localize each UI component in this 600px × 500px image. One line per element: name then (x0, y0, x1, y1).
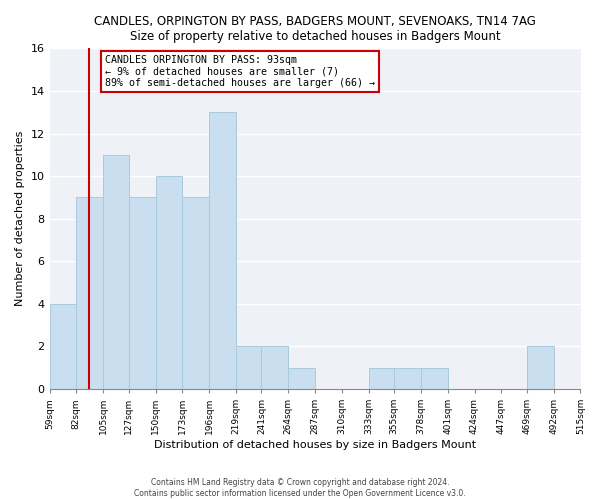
Bar (421, 368, 448, 389)
Bar (155, 176, 182, 389)
Bar (527, 346, 554, 389)
Bar (103, 155, 129, 389)
Bar (288, 368, 315, 389)
Bar (209, 112, 236, 389)
Y-axis label: Number of detached properties: Number of detached properties (15, 131, 25, 306)
Bar (182, 198, 209, 389)
Bar (394, 368, 421, 389)
Bar (368, 368, 394, 389)
Bar (129, 198, 155, 389)
Bar (76, 198, 103, 389)
Bar (262, 346, 288, 389)
Text: Contains HM Land Registry data © Crown copyright and database right 2024.
Contai: Contains HM Land Registry data © Crown c… (134, 478, 466, 498)
X-axis label: Distribution of detached houses by size in Badgers Mount: Distribution of detached houses by size … (154, 440, 476, 450)
Bar (236, 346, 262, 389)
Text: CANDLES ORPINGTON BY PASS: 93sqm
← 9% of detached houses are smaller (7)
89% of : CANDLES ORPINGTON BY PASS: 93sqm ← 9% of… (106, 54, 376, 88)
Title: CANDLES, ORPINGTON BY PASS, BADGERS MOUNT, SEVENOAKS, TN14 7AG
Size of property : CANDLES, ORPINGTON BY PASS, BADGERS MOUN… (94, 15, 536, 43)
Bar (50, 304, 76, 389)
